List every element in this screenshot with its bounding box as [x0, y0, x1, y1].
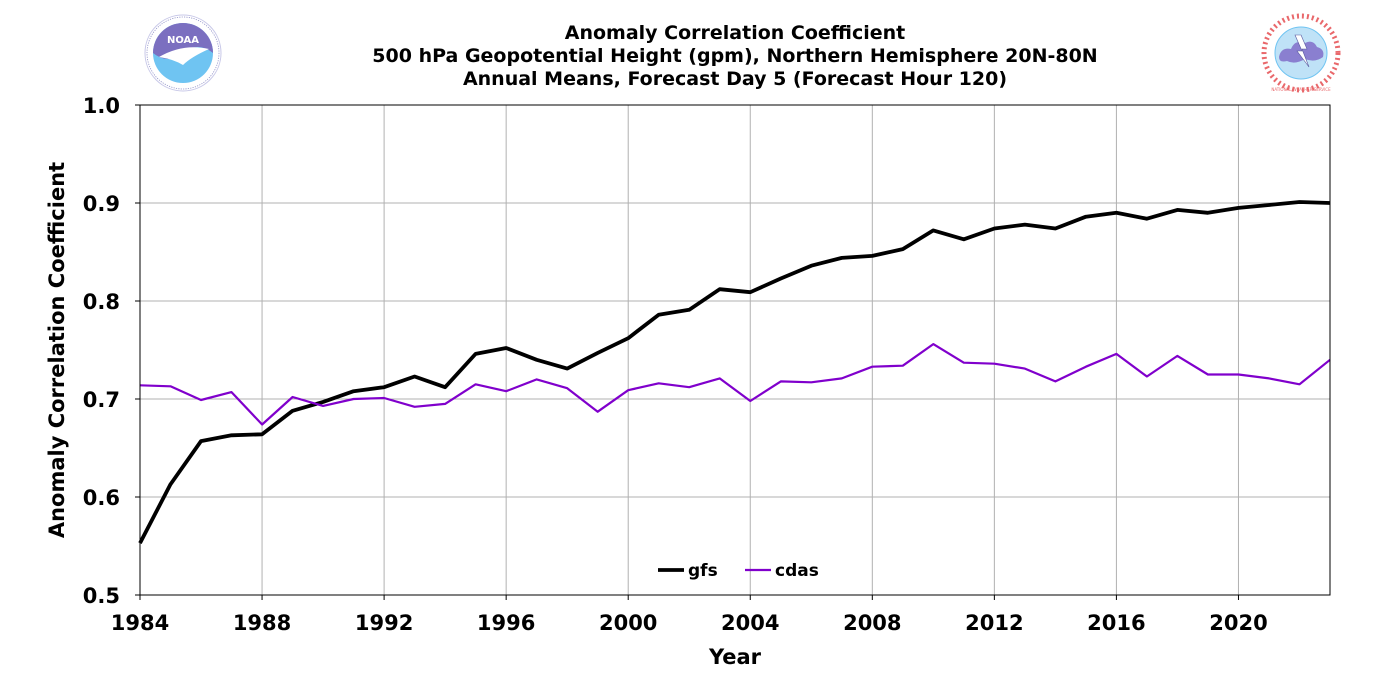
- series-line-cdas: [139, 343, 1331, 426]
- series-lines: [138, 200, 1331, 544]
- y-tick-label: 0.7: [83, 388, 120, 412]
- x-axis: 1984 1988 1992 1996 2000 2004 2008 2012 2016 2020: [111, 595, 1268, 635]
- x-tick-label: 2012: [965, 611, 1023, 635]
- x-tick-label: 2008: [843, 611, 901, 635]
- x-tick-label: 2004: [721, 611, 779, 635]
- series-line-gfs: [138, 200, 1331, 544]
- x-axis-label: Year: [708, 645, 762, 669]
- x-tick-label: 1996: [477, 611, 535, 635]
- legend: gfs cdas: [658, 561, 819, 581]
- nws-logo-text: NATIONAL WEATHER SERVICE: [1271, 87, 1331, 92]
- y-axis-label: Anomaly Correlation Coefficient: [45, 162, 69, 538]
- y-tick-label: 0.9: [83, 192, 120, 216]
- chart-title-line-2: 500 hPa Geopotential Height (gpm), North…: [372, 45, 1098, 67]
- x-tick-label: 1992: [355, 611, 413, 635]
- nws-logo-icon: NATIONAL WEATHER SERVICE: [1261, 13, 1341, 93]
- x-tick-label: 1988: [233, 611, 291, 635]
- legend-label-cdas: cdas: [775, 561, 819, 581]
- grid-lines: [139, 104, 1330, 596]
- x-tick-label: 2000: [599, 611, 657, 635]
- noaa-logo-text: NOAA: [167, 35, 199, 46]
- y-axis: 0.5 0.6 0.7 0.8 0.9 1.0: [83, 94, 140, 608]
- x-tick-label: 2016: [1087, 611, 1145, 635]
- legend-label-gfs: gfs: [688, 561, 718, 581]
- chart-title-line-1: Anomaly Correlation Coefficient: [564, 22, 906, 44]
- chart-title: Anomaly Correlation Coefficient 500 hPa …: [0, 22, 1400, 91]
- x-tick-label: 2020: [1209, 611, 1267, 635]
- x-tick-label: 1984: [111, 611, 169, 635]
- y-tick-label: 1.0: [83, 94, 120, 118]
- plot-frame: [139, 104, 1331, 596]
- y-tick-label: 0.8: [83, 290, 120, 314]
- y-tick-label: 0.5: [83, 584, 120, 608]
- noaa-logo-icon: NOAA: [144, 14, 222, 92]
- y-tick-label: 0.6: [83, 486, 120, 510]
- chart-title-line-3: Annual Means, Forecast Day 5 (Forecast H…: [462, 68, 1008, 90]
